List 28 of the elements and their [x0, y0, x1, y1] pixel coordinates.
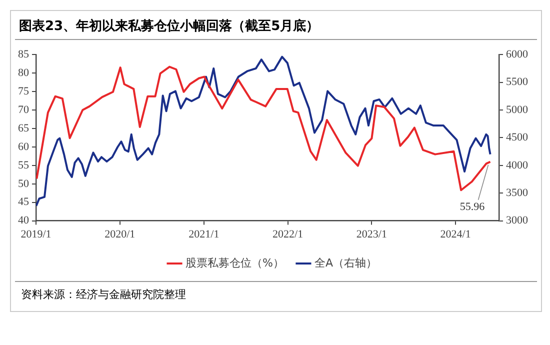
x-tick-label: 2021/1	[188, 228, 220, 240]
y-tick-label: 85	[18, 48, 30, 60]
legend-label: 全A（右轴）	[314, 256, 377, 270]
y2-tick-label: 4000	[506, 159, 528, 172]
y-tick-label: 80	[18, 66, 30, 79]
x-tick-label: 2022/1	[272, 228, 304, 240]
y-tick-label: 55	[18, 159, 30, 172]
y-tick-label: 70	[18, 104, 30, 116]
text: 资料来源：经济与金融研究院整理	[21, 287, 186, 302]
y2-tick-label: 3000	[506, 214, 528, 227]
x-tick-label: 2023/1	[356, 228, 387, 240]
y-tick-label: 50	[18, 178, 30, 190]
y2-tick-label: 4500	[506, 132, 528, 144]
chart-title: 图表23、年初以来私募仓位小幅回落（截至5月底）	[19, 18, 320, 35]
x-tick-label: 2020/1	[104, 228, 136, 240]
y2-tick-label: 5000	[506, 104, 528, 116]
y-tick-label: 60	[18, 140, 30, 153]
x-tick-label: 2019/1	[20, 228, 52, 240]
y-tick-label: 65	[18, 122, 30, 134]
y2-tick-label: 3500	[506, 186, 528, 199]
y2-tick-label: 6000	[506, 48, 528, 60]
y-tick-label: 40	[18, 214, 30, 227]
y-tick-label: 75	[18, 85, 30, 98]
annotation: 55.96	[460, 201, 486, 214]
y-tick-label: 45	[18, 196, 30, 208]
legend-label: 股票私募仓位（%）	[186, 256, 284, 270]
x-tick-label: 2024/1	[440, 228, 471, 240]
y2-tick-label: 5500	[506, 76, 528, 88]
